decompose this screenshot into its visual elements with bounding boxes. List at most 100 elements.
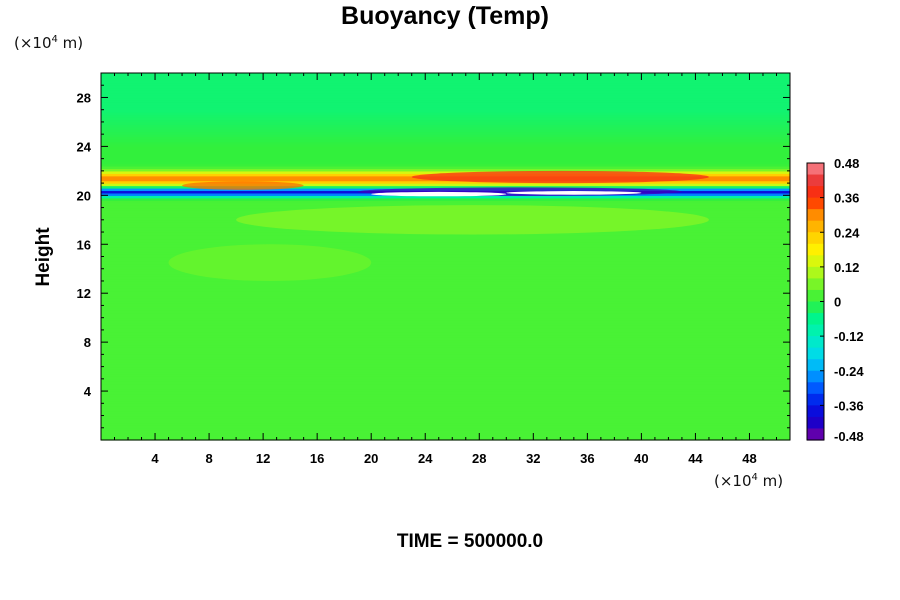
heatmap-strip <box>101 395 790 400</box>
heatmap-strip <box>101 92 790 96</box>
heatmap-strip <box>101 354 790 358</box>
heatmap-strip <box>101 369 790 373</box>
heatmap-strip <box>101 153 790 157</box>
heatmap-strip <box>101 342 790 346</box>
heatmap-strip <box>101 258 790 262</box>
heatmap-strip <box>101 422 790 426</box>
heatmap-strip <box>101 337 790 341</box>
heatmap-strip <box>101 413 790 417</box>
heatmap-strip <box>101 249 790 253</box>
x-tick-label: 12 <box>256 451 270 466</box>
y-tick-label: 8 <box>84 335 91 350</box>
colorbar-swatch <box>807 186 824 199</box>
colorbar-swatch <box>807 428 824 441</box>
colorbar-tick-label: 0.48 <box>834 156 859 171</box>
heatmap-strip <box>101 107 790 111</box>
colorbar-swatch <box>807 197 824 210</box>
heatmap-strip <box>101 143 790 147</box>
colorbar-swatch <box>807 243 824 256</box>
colorbar-swatch <box>807 405 824 418</box>
heatmap-strip <box>101 408 790 412</box>
heatmap-strip <box>101 99 790 103</box>
heatmap-strip <box>101 437 790 441</box>
heatmap-strip <box>101 290 790 294</box>
colorbar: 0.48 0.36 0.24 0.12 0 -0.12 -0.24 -0.36 -0.48 <box>806 156 864 444</box>
x-tick-label: 24 <box>418 451 433 466</box>
heatmap-strip <box>101 315 790 319</box>
heatmap-strip <box>101 121 790 125</box>
heatmap-strip <box>101 376 790 380</box>
heatmap-strip <box>101 263 790 267</box>
y-tick-label: 28 <box>77 90 91 105</box>
colorbar-swatch <box>807 220 824 233</box>
heatmap-field <box>101 73 790 441</box>
heatmap-strip <box>101 244 790 248</box>
heatmap-strip <box>101 158 790 162</box>
heatmap-strip <box>101 168 790 172</box>
x-axis-unit: (×104 m) <box>714 472 784 490</box>
x-tick-label: 4 <box>151 451 159 466</box>
colorbar-swatch <box>807 416 824 430</box>
heatmap-strip <box>101 129 790 133</box>
heatmap-strip <box>101 97 790 101</box>
heatmap-strip <box>101 300 790 304</box>
heatmap-feature <box>371 191 507 197</box>
heatmap-strip <box>101 276 790 280</box>
colorbar-tick-label: 0 <box>834 295 841 310</box>
heatmap-strip <box>101 136 790 140</box>
heatmap-strip <box>101 151 790 155</box>
heatmap-strip <box>101 425 790 429</box>
heatmap-strip <box>101 427 790 431</box>
colorbar-tick-label: -0.48 <box>834 429 864 444</box>
colorbar-swatch <box>807 163 824 176</box>
colorbar-tick-label: 0.24 <box>834 225 860 240</box>
heatmap-strip <box>101 371 790 375</box>
heatmap-strip <box>101 236 790 240</box>
heatmap-strip <box>101 82 790 86</box>
heatmap-strip <box>101 317 790 321</box>
x-tick-label: 32 <box>526 451 540 466</box>
heatmap-strip <box>101 349 790 353</box>
heatmap-strip <box>101 95 790 99</box>
colorbar-swatch <box>807 174 824 187</box>
heatmap-strip <box>101 261 790 265</box>
heatmap-strip <box>101 417 790 422</box>
heatmap-strip <box>101 251 790 255</box>
heatmap-strip <box>101 398 790 402</box>
heatmap-strip <box>101 114 790 118</box>
heatmap-strip <box>101 325 790 329</box>
heatmap-strip <box>101 183 790 187</box>
heatmap-strip <box>101 302 790 307</box>
colorbar-swatch <box>807 382 824 395</box>
heatmap-strip <box>101 202 790 206</box>
colorbar-swatch <box>807 289 824 303</box>
heatmap-strip <box>101 430 790 434</box>
x-tick-label: 28 <box>472 451 486 466</box>
heatmap-strip <box>101 148 790 152</box>
heatmap-strip <box>101 273 790 277</box>
heatmap-strip <box>101 141 790 145</box>
heatmap-strip <box>101 77 790 81</box>
heatmap-strip <box>101 432 790 436</box>
heatmap-strip <box>101 378 790 382</box>
colorbar-swatch <box>807 301 824 314</box>
heatmap-strip <box>101 307 790 311</box>
heatmap-strip <box>101 339 790 343</box>
heatmap-strip <box>101 246 790 250</box>
heatmap-strip <box>101 403 790 407</box>
heatmap-strip <box>101 293 790 297</box>
heatmap-strip <box>101 271 790 275</box>
heatmap-strip <box>101 320 790 324</box>
heatmap-feature <box>411 170 709 184</box>
heatmap-strip <box>101 104 790 108</box>
heatmap-feature <box>236 205 709 235</box>
colorbar-swatch <box>807 278 824 291</box>
y-tick-label: 20 <box>77 188 91 203</box>
heatmap-strip <box>101 386 790 390</box>
heatmap-strip <box>101 117 790 121</box>
heatmap-strip <box>101 285 790 289</box>
heatmap-strip <box>101 361 790 365</box>
heatmap-strip <box>101 322 790 326</box>
